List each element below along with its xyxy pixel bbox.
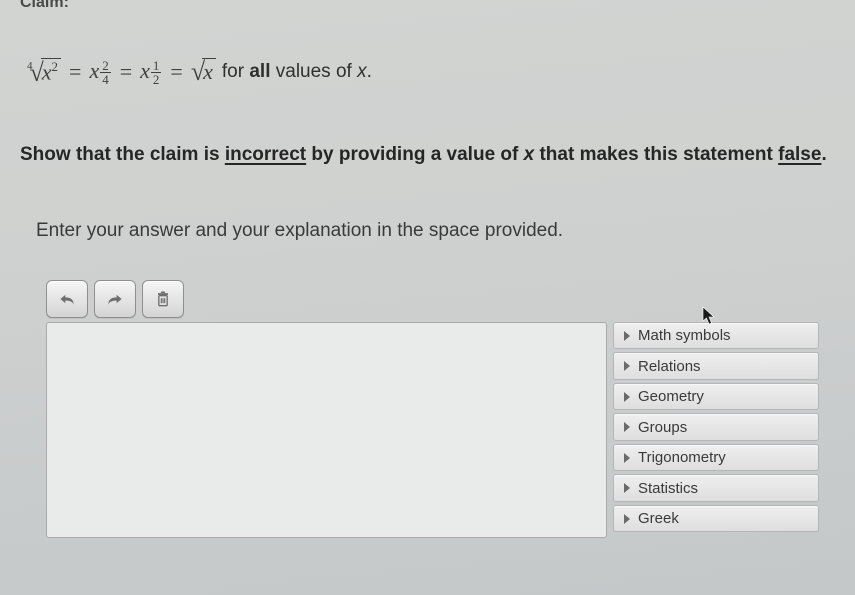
tail-bold: all [249,61,270,82]
palette-relations[interactable]: Relations [613,352,819,380]
undo-button[interactable] [46,280,88,318]
prompt-underline: incorrect [225,144,306,165]
palette-label: Trigonometry [638,449,726,466]
frac-num: 2 [100,59,111,72]
root-index: 4 [27,60,33,72]
prompt-text: by providing a value of [306,144,523,165]
fourth-root: 4 √ x2 [24,58,61,85]
x-to-2-4: x24 [89,58,111,86]
equals-sign: = [120,59,132,85]
palette-geometry[interactable]: Geometry [613,383,819,411]
exp-frac-2: 12 [151,59,162,86]
exp-frac-1: 24 [100,59,111,86]
equals-sign: = [170,59,182,85]
tail-text: for [222,61,249,82]
editor-toolbar [46,280,819,318]
undo-icon [57,289,77,309]
base-var: x [140,58,150,83]
chevron-right-icon [624,331,630,341]
prompt-enter-answer: Enter your answer and your explanation i… [36,220,835,242]
equals-sign: = [69,59,81,85]
equation-tail: for all values of x. [222,61,372,83]
prompt-underline: false [778,144,821,165]
tail-var: x [357,61,367,82]
palette-label: Greek [638,510,679,527]
palette-label: Statistics [638,480,698,497]
prompt-text: that makes this statement [534,144,778,165]
palette-trigonometry[interactable]: Trigonometry [613,444,819,472]
palette-label: Geometry [638,388,704,405]
frac-den: 2 [151,72,162,86]
prompt-text: Show that the claim is [20,144,225,165]
answer-textarea[interactable] [46,322,607,538]
palette-groups[interactable]: Groups [613,413,819,441]
redo-icon [105,289,125,309]
base-var: x [89,58,99,83]
prompt-disprove: Show that the claim is incorrect by prov… [20,144,835,166]
x-to-1-2: x12 [140,58,162,86]
square-root: √ x [191,58,216,85]
chevron-right-icon [624,453,630,463]
radicand-exp: 2 [52,59,59,74]
palette-label: Math symbols [638,327,731,344]
answer-editor: Math symbols Relations Geometry Groups T… [46,280,819,538]
claim-label: Claim: [20,0,835,12]
prompt-var: x [524,144,535,165]
tail-text: values of [270,61,357,82]
chevron-right-icon [624,392,630,402]
claim-equation: 4 √ x2 = x24 = x12 = √ x for all values … [24,58,835,86]
radicand: x2 [41,58,61,85]
palette-statistics[interactable]: Statistics [613,474,819,502]
radicand: x [202,58,216,85]
palette-math-symbols[interactable]: Math symbols [613,322,819,350]
chevron-right-icon [624,483,630,493]
trash-icon [153,289,173,309]
symbol-palette: Math symbols Relations Geometry Groups T… [613,322,819,538]
chevron-right-icon [624,514,630,524]
redo-button[interactable] [94,280,136,318]
chevron-right-icon [624,422,630,432]
prompt-text: . [821,144,826,165]
frac-num: 1 [151,59,162,72]
tail-text: . [367,61,372,82]
radicand-base: x [203,59,213,84]
palette-greek[interactable]: Greek [613,505,819,533]
chevron-right-icon [624,361,630,371]
palette-label: Groups [638,419,687,436]
frac-den: 4 [100,72,111,86]
palette-label: Relations [638,358,701,375]
trash-button[interactable] [142,280,184,318]
radicand-base: x [42,60,52,85]
